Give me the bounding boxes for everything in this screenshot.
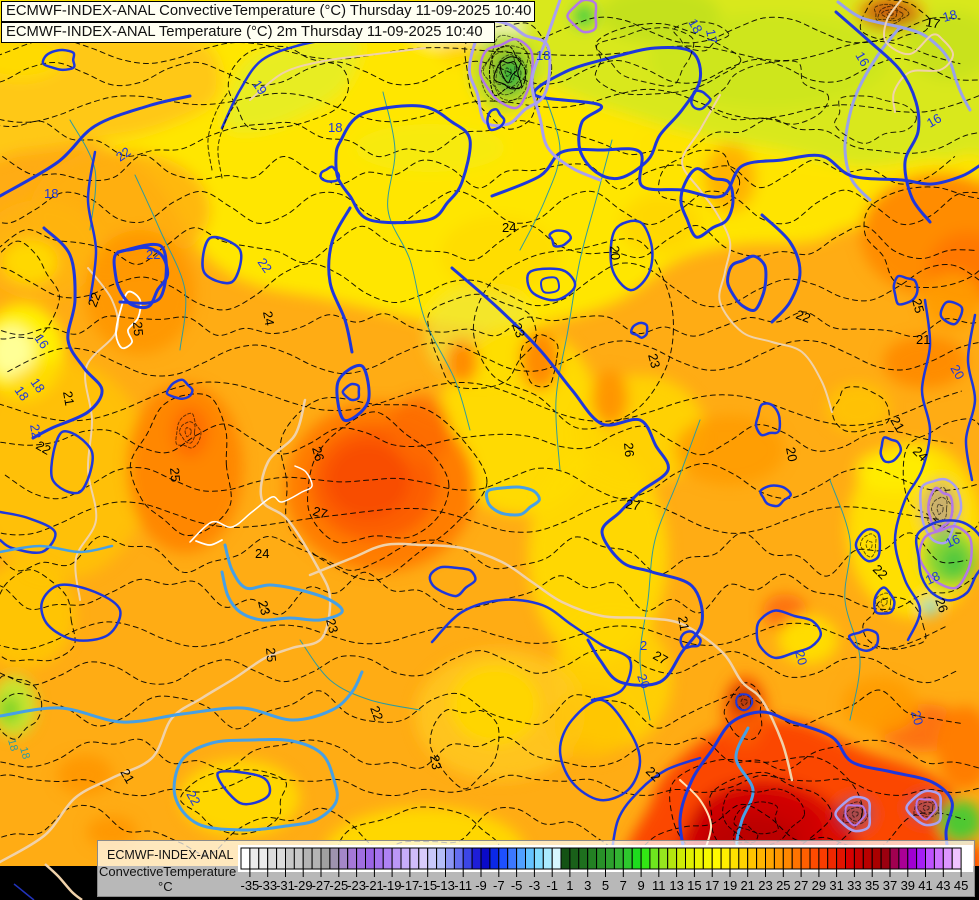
- svg-text:-15: -15: [418, 878, 437, 893]
- svg-text:25: 25: [909, 297, 927, 315]
- svg-text:21: 21: [887, 414, 907, 434]
- svg-text:25: 25: [263, 647, 279, 663]
- svg-text:-13: -13: [436, 878, 455, 893]
- svg-text:18: 18: [328, 120, 342, 135]
- svg-text:16: 16: [852, 49, 872, 69]
- svg-text:18: 18: [5, 738, 20, 753]
- svg-text:-21: -21: [365, 878, 384, 893]
- svg-text:21: 21: [740, 878, 754, 893]
- svg-text:23: 23: [509, 321, 528, 340]
- svg-text:37: 37: [883, 878, 897, 893]
- svg-text:18: 18: [17, 746, 32, 761]
- svg-text:25: 25: [130, 321, 146, 337]
- svg-text:22: 22: [367, 704, 386, 723]
- svg-text:11: 11: [652, 878, 666, 893]
- svg-text:3: 3: [584, 878, 591, 893]
- svg-text:17: 17: [924, 14, 941, 31]
- svg-text:27: 27: [624, 496, 641, 513]
- svg-text:7: 7: [620, 878, 627, 893]
- svg-text:25: 25: [776, 878, 790, 893]
- svg-text:41: 41: [918, 878, 932, 893]
- svg-text:-9: -9: [475, 878, 487, 893]
- svg-text:20: 20: [634, 672, 653, 691]
- svg-text:1: 1: [566, 878, 573, 893]
- svg-text:-17: -17: [401, 878, 420, 893]
- svg-text:2: 2: [640, 638, 647, 653]
- svg-text:39: 39: [901, 878, 915, 893]
- svg-text:20: 20: [792, 649, 810, 667]
- svg-text:21: 21: [60, 390, 77, 407]
- svg-text:25: 25: [167, 467, 183, 483]
- svg-text:-31: -31: [276, 878, 295, 893]
- svg-text:23: 23: [645, 352, 663, 370]
- svg-text:22: 22: [183, 788, 203, 808]
- svg-text:23: 23: [255, 599, 273, 617]
- svg-text:18: 18: [28, 375, 49, 395]
- svg-text:22: 22: [794, 307, 813, 326]
- svg-text:23: 23: [323, 617, 341, 635]
- svg-text:18: 18: [44, 186, 58, 201]
- svg-text:18: 18: [536, 48, 550, 63]
- svg-text:-23: -23: [347, 878, 366, 893]
- svg-text:17: 17: [703, 28, 720, 45]
- svg-text:27: 27: [651, 648, 671, 668]
- svg-text:-29: -29: [294, 878, 313, 893]
- svg-text:23: 23: [427, 754, 444, 771]
- svg-text:45: 45: [954, 878, 968, 893]
- svg-text:18: 18: [685, 16, 705, 36]
- svg-text:21: 21: [117, 766, 137, 786]
- svg-text:19: 19: [250, 77, 271, 97]
- svg-text:13: 13: [669, 878, 683, 893]
- svg-text:-5: -5: [511, 878, 523, 893]
- svg-text:17: 17: [705, 878, 719, 893]
- svg-text:18: 18: [941, 7, 959, 25]
- svg-text:-3: -3: [529, 878, 541, 893]
- svg-text:-1: -1: [546, 878, 558, 893]
- svg-text:20: 20: [947, 362, 967, 382]
- svg-text:26: 26: [932, 596, 951, 615]
- svg-text:29: 29: [812, 878, 826, 893]
- svg-text:21: 21: [916, 332, 930, 347]
- svg-text:22: 22: [113, 144, 133, 165]
- svg-text:18: 18: [923, 568, 942, 588]
- svg-text:27: 27: [794, 878, 808, 893]
- svg-text:43: 43: [936, 878, 950, 893]
- svg-text:20: 20: [607, 245, 623, 261]
- svg-text:22: 22: [27, 423, 44, 440]
- svg-text:-7: -7: [493, 878, 505, 893]
- svg-text:-35: -35: [241, 878, 260, 893]
- svg-text:27: 27: [311, 503, 329, 521]
- svg-text:31: 31: [829, 878, 843, 893]
- svg-text:20: 20: [908, 709, 926, 727]
- svg-text:20: 20: [783, 446, 800, 463]
- svg-text:22: 22: [255, 255, 276, 275]
- svg-text:21: 21: [675, 615, 692, 632]
- svg-text:26: 26: [621, 442, 637, 458]
- svg-text:22: 22: [34, 438, 54, 458]
- svg-text:16: 16: [943, 531, 962, 551]
- svg-text:26: 26: [309, 445, 327, 463]
- svg-text:16: 16: [924, 110, 944, 130]
- svg-text:19: 19: [723, 878, 737, 893]
- svg-text:23: 23: [758, 878, 772, 893]
- svg-text:33: 33: [847, 878, 861, 893]
- svg-text:18: 18: [12, 383, 33, 403]
- svg-text:-33: -33: [258, 878, 277, 893]
- svg-text:-11: -11: [454, 878, 472, 893]
- svg-text:22: 22: [85, 290, 104, 309]
- svg-text:9: 9: [637, 878, 644, 893]
- svg-text:15: 15: [687, 878, 701, 893]
- svg-text:22: 22: [146, 247, 160, 262]
- svg-text:-27: -27: [312, 878, 331, 893]
- svg-text:5: 5: [602, 878, 609, 893]
- svg-text:16: 16: [32, 331, 53, 351]
- svg-text:24: 24: [260, 310, 277, 327]
- svg-text:-25: -25: [329, 878, 348, 893]
- svg-text:24: 24: [502, 220, 516, 235]
- svg-text:-19: -19: [383, 878, 402, 893]
- svg-text:24: 24: [255, 546, 269, 561]
- svg-text:35: 35: [865, 878, 879, 893]
